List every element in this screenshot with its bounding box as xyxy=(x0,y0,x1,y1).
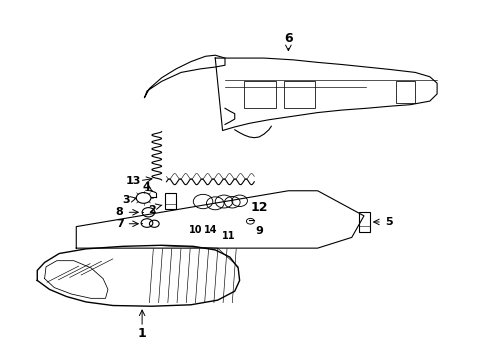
Text: 13: 13 xyxy=(125,176,141,186)
Bar xyxy=(283,81,315,108)
Bar xyxy=(395,81,414,103)
Bar xyxy=(164,193,175,209)
Text: 14: 14 xyxy=(203,225,217,235)
Text: 10: 10 xyxy=(188,225,202,235)
Text: 2: 2 xyxy=(148,206,156,216)
Text: 1: 1 xyxy=(138,327,146,340)
Bar xyxy=(358,212,369,232)
Text: 8: 8 xyxy=(116,207,123,217)
Text: 5: 5 xyxy=(384,217,392,227)
Bar xyxy=(244,81,276,108)
Text: 3: 3 xyxy=(122,195,130,205)
Text: 7: 7 xyxy=(116,220,123,229)
Text: 12: 12 xyxy=(250,202,267,215)
Text: 11: 11 xyxy=(222,231,235,240)
Text: 6: 6 xyxy=(284,32,292,45)
Text: 4: 4 xyxy=(142,182,150,192)
Text: 9: 9 xyxy=(255,226,263,236)
